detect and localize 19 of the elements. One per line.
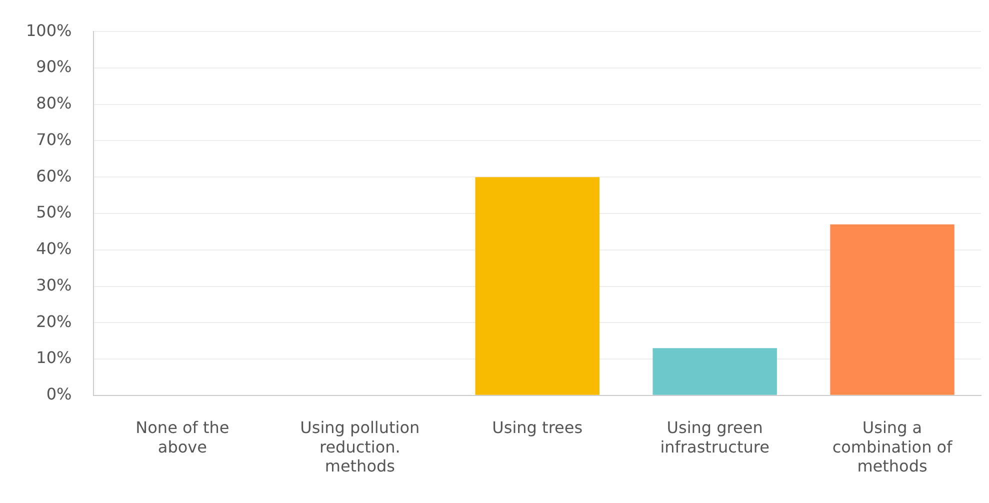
y-tick-label: 60%	[36, 166, 72, 186]
y-tick-label: 0%	[46, 384, 72, 404]
x-tick-label: Using green infrastructure	[660, 418, 770, 456]
x-tick-label: Using pollution reduction. methods	[300, 418, 420, 476]
y-tick-label: 100%	[26, 20, 72, 40]
y-tick-label: 30%	[36, 275, 72, 294]
y-tick-label: 10%	[36, 348, 72, 368]
y-tick-label: 80%	[36, 94, 72, 113]
y-tick-label: 90%	[36, 57, 72, 76]
bar	[475, 177, 600, 395]
bar	[830, 224, 954, 395]
x-tick-label: Using trees	[492, 418, 583, 438]
y-tick-label: 70%	[36, 130, 72, 149]
bar	[652, 348, 777, 395]
y-tick-label: 20%	[36, 312, 72, 331]
x-tick-label: Using a combination of methods	[832, 418, 953, 476]
y-tick-label: 40%	[36, 239, 72, 258]
y-tick-label: 50%	[36, 202, 72, 222]
x-tick-label: None of the above	[136, 418, 230, 456]
